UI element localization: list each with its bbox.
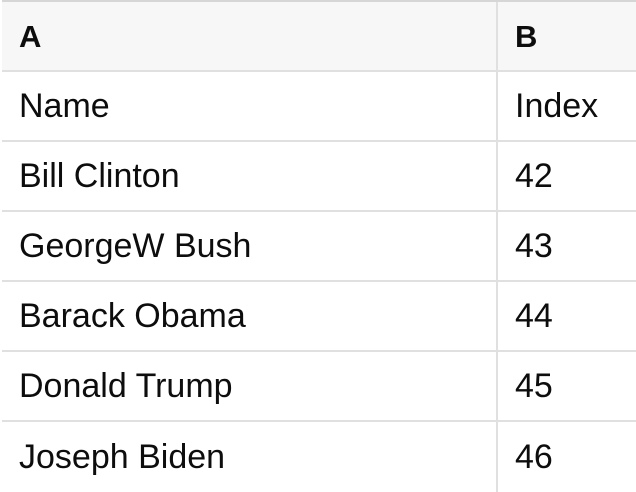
cell-index[interactable]: 45 xyxy=(496,352,636,420)
column-header-b[interactable]: B xyxy=(496,2,636,70)
column-header-a[interactable]: A xyxy=(19,18,42,54)
cell-index[interactable]: 46 xyxy=(496,422,636,492)
table-row: Name Index xyxy=(2,72,636,142)
cell-index[interactable]: Index xyxy=(496,72,636,140)
column-header-row: A B xyxy=(2,2,636,72)
table-row: Barack Obama 44 xyxy=(2,282,636,352)
table-row: Joseph Biden 46 xyxy=(2,422,636,492)
cell-index[interactable]: 43 xyxy=(496,212,636,280)
cell-index[interactable]: 44 xyxy=(496,282,636,350)
cell-name[interactable]: Barack Obama xyxy=(19,297,246,335)
cell-index[interactable]: 42 xyxy=(496,142,636,210)
cell-name[interactable]: Bill Clinton xyxy=(19,157,180,195)
table-row: GeorgeW Bush 43 xyxy=(2,212,636,282)
cell-name[interactable]: GeorgeW Bush xyxy=(19,227,252,265)
cell-name[interactable]: Joseph Biden xyxy=(19,438,226,476)
table-row: Donald Trump 45 xyxy=(2,352,636,422)
cell-name[interactable]: Donald Trump xyxy=(19,367,233,405)
table-row: Bill Clinton 42 xyxy=(2,142,636,212)
cell-name[interactable]: Name xyxy=(19,87,110,125)
